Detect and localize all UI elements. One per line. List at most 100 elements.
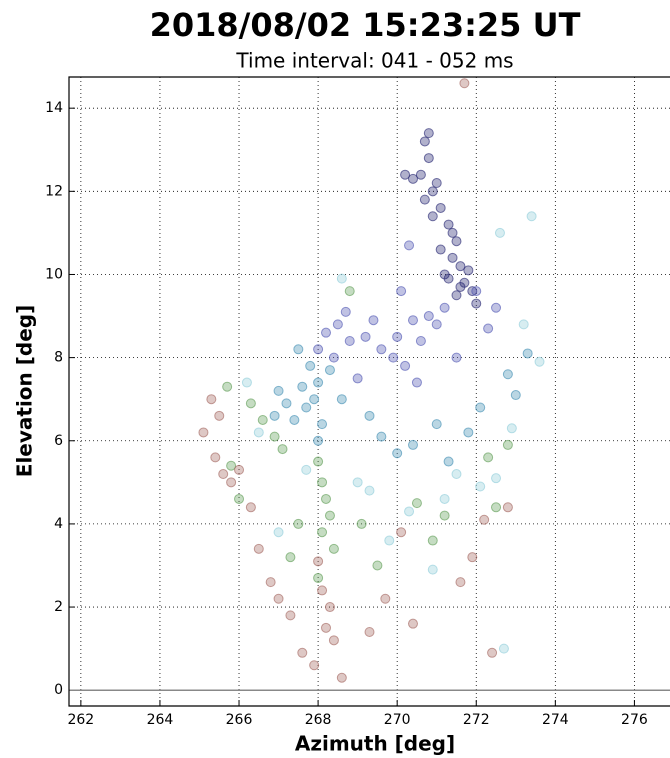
point (510, 390, 521, 401)
point (522, 348, 533, 359)
point (269, 410, 280, 421)
point (380, 593, 391, 604)
point (427, 211, 438, 222)
point (451, 290, 462, 301)
point (487, 647, 498, 658)
point (423, 153, 434, 164)
point (297, 381, 308, 392)
point (309, 660, 320, 671)
point (317, 419, 328, 430)
point (392, 448, 403, 459)
point (344, 286, 355, 297)
point (198, 427, 209, 438)
point (313, 344, 324, 355)
x-tick-label: 270 (384, 712, 411, 728)
point (400, 169, 411, 180)
point (526, 211, 537, 222)
point (400, 360, 411, 371)
point (475, 481, 486, 492)
point (241, 377, 252, 388)
point (206, 394, 217, 405)
point (483, 452, 494, 463)
y-tick-label: 6 (54, 433, 63, 449)
point (226, 460, 237, 471)
point (273, 593, 284, 604)
point (336, 394, 347, 405)
axis-frame (68, 76, 670, 707)
x-tick-label: 264 (147, 712, 174, 728)
point (265, 577, 276, 588)
point (396, 286, 407, 297)
x-tick-label: 266 (226, 712, 253, 728)
point (491, 502, 502, 513)
point (313, 377, 324, 388)
point (313, 456, 324, 467)
point (411, 377, 422, 388)
point (245, 398, 256, 409)
point (234, 493, 245, 504)
point (483, 323, 494, 334)
point (214, 410, 225, 421)
point (281, 398, 292, 409)
chart-title: 2018/08/02 15:23:25 UT (150, 6, 581, 44)
y-tick-label: 12 (45, 183, 63, 199)
point (364, 410, 375, 421)
point (317, 477, 328, 488)
y-tick-label: 2 (54, 599, 63, 615)
x-tick-label: 274 (542, 712, 569, 728)
point (439, 493, 450, 504)
point (328, 635, 339, 646)
point (356, 518, 367, 529)
point (313, 435, 324, 446)
point (245, 502, 256, 513)
point (427, 564, 438, 575)
point (455, 261, 466, 272)
point (435, 244, 446, 255)
x-tick-label: 268 (305, 712, 332, 728)
point (491, 302, 502, 313)
point (502, 439, 513, 450)
point (451, 352, 462, 363)
point (376, 431, 387, 442)
point (407, 618, 418, 629)
point (443, 456, 454, 467)
point (415, 169, 426, 180)
point (293, 518, 304, 529)
point (234, 464, 245, 475)
point (463, 265, 474, 276)
y-tick-label: 10 (45, 266, 63, 282)
point (293, 344, 304, 355)
point (423, 128, 434, 139)
point (396, 527, 407, 538)
y-tick-label: 14 (45, 100, 63, 116)
point (502, 369, 513, 380)
point (494, 227, 505, 238)
point (431, 419, 442, 430)
point (506, 423, 517, 434)
point (443, 273, 454, 284)
y-tick-label: 4 (54, 516, 63, 532)
point (324, 510, 335, 521)
point (376, 344, 387, 355)
point (321, 493, 332, 504)
point (317, 585, 328, 596)
point (423, 311, 434, 322)
point (313, 572, 324, 583)
point (336, 273, 347, 284)
point (222, 381, 233, 392)
point (321, 622, 332, 633)
point (518, 319, 529, 330)
point (427, 535, 438, 546)
point (328, 352, 339, 363)
point (388, 352, 399, 363)
point (324, 365, 335, 376)
point (372, 560, 383, 571)
point (415, 335, 426, 346)
point (407, 173, 418, 184)
point (285, 552, 296, 563)
point (447, 227, 458, 238)
point (471, 286, 482, 297)
point (475, 402, 486, 413)
point (344, 335, 355, 346)
point (253, 427, 264, 438)
